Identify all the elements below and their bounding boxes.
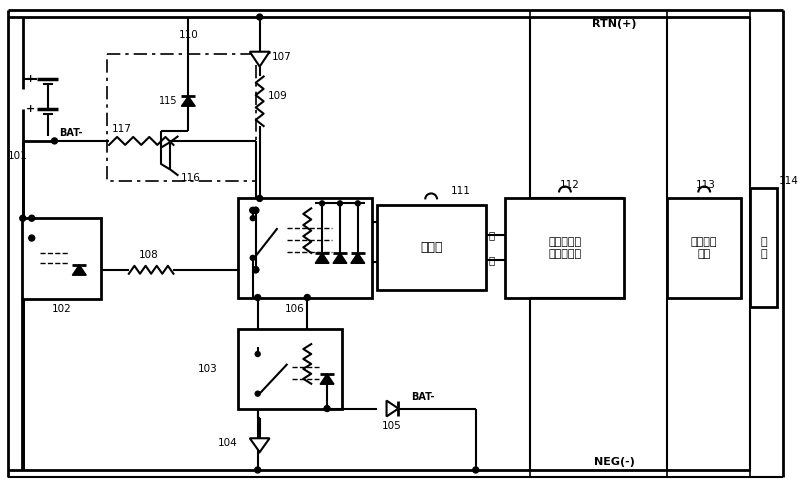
Circle shape <box>51 138 58 144</box>
Circle shape <box>253 267 258 273</box>
Circle shape <box>20 215 26 221</box>
Text: 111: 111 <box>451 187 471 196</box>
Circle shape <box>473 467 478 473</box>
Bar <box>107 54 256 181</box>
Text: 控制器: 控制器 <box>420 241 442 254</box>
Text: 103: 103 <box>198 364 218 374</box>
Text: +: + <box>26 75 35 84</box>
Polygon shape <box>72 265 86 275</box>
Polygon shape <box>320 374 334 384</box>
Polygon shape <box>333 253 347 263</box>
Text: 116: 116 <box>180 172 200 183</box>
Bar <box>238 329 342 409</box>
Bar <box>238 198 372 298</box>
Text: RTN(+): RTN(+) <box>592 19 637 29</box>
Text: 109: 109 <box>268 92 287 101</box>
Text: 控制器电源
防反接模块: 控制器电源 防反接模块 <box>548 237 582 259</box>
Bar <box>750 188 777 307</box>
Text: 117: 117 <box>112 124 132 134</box>
Circle shape <box>257 14 262 20</box>
Text: 112: 112 <box>560 180 580 189</box>
Text: 整流电源
模块: 整流电源 模块 <box>691 237 718 259</box>
Polygon shape <box>351 253 365 263</box>
Polygon shape <box>386 401 398 416</box>
Circle shape <box>254 295 261 300</box>
Text: 101: 101 <box>8 151 28 161</box>
Text: +: + <box>26 104 35 114</box>
Text: 106: 106 <box>285 304 305 315</box>
Circle shape <box>253 267 258 273</box>
Text: 负: 负 <box>489 255 495 265</box>
Circle shape <box>338 201 342 206</box>
Circle shape <box>257 195 262 202</box>
Text: BAT-: BAT- <box>59 128 83 138</box>
Circle shape <box>254 467 261 473</box>
Text: 114: 114 <box>779 175 799 186</box>
Text: 115: 115 <box>158 96 177 106</box>
Circle shape <box>355 201 360 206</box>
Text: 110: 110 <box>178 30 198 40</box>
Text: NEG(-): NEG(-) <box>594 457 635 467</box>
Circle shape <box>253 207 258 213</box>
Bar <box>667 198 742 298</box>
Text: 102: 102 <box>51 304 71 315</box>
Polygon shape <box>250 52 270 67</box>
Circle shape <box>29 215 34 221</box>
Text: 113: 113 <box>696 180 716 189</box>
Polygon shape <box>250 438 270 452</box>
Circle shape <box>253 207 258 213</box>
Bar <box>22 218 101 300</box>
Circle shape <box>304 295 310 300</box>
Text: 105: 105 <box>382 421 402 431</box>
Circle shape <box>255 352 260 356</box>
Text: 负
载: 负 载 <box>760 237 767 259</box>
Polygon shape <box>315 253 329 263</box>
Circle shape <box>250 255 255 261</box>
Bar <box>506 198 625 298</box>
Circle shape <box>250 216 255 221</box>
Circle shape <box>324 406 330 412</box>
Circle shape <box>250 207 256 213</box>
Text: 104: 104 <box>218 438 238 448</box>
Text: BAT-: BAT- <box>411 392 435 402</box>
Bar <box>377 206 486 290</box>
Text: 108: 108 <box>138 250 158 260</box>
Circle shape <box>255 391 260 396</box>
Circle shape <box>320 201 325 206</box>
Text: 正: 正 <box>489 230 495 240</box>
Text: 107: 107 <box>271 52 291 62</box>
Polygon shape <box>182 96 195 106</box>
Circle shape <box>29 235 34 241</box>
